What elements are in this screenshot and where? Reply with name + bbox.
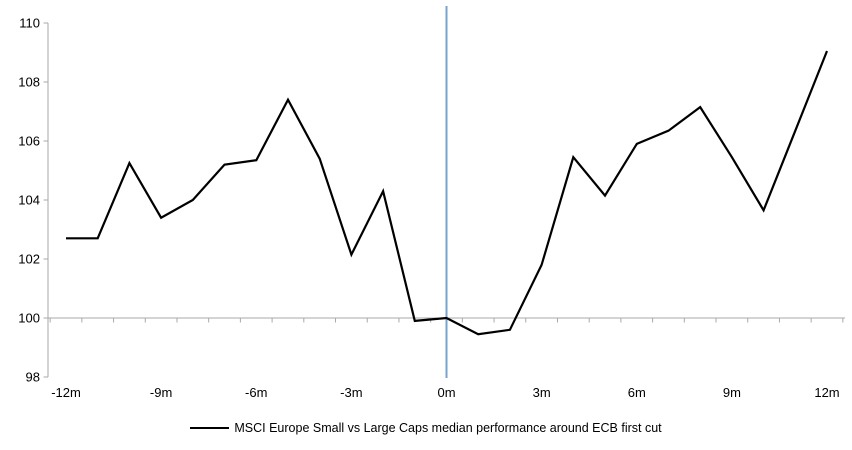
- legend: MSCI Europe Small vs Large Caps median p…: [0, 420, 852, 436]
- y-axis-tick-label: 110: [19, 16, 40, 31]
- y-axis-tick-label: 106: [18, 134, 40, 149]
- x-axis-tick-label: 6m: [628, 385, 646, 400]
- y-axis-tick-label: 98: [26, 370, 40, 385]
- x-axis-tick-label: 3m: [533, 385, 551, 400]
- x-axis-tick-label: -9m: [150, 385, 172, 400]
- x-axis-tick-label: -12m: [51, 385, 81, 400]
- x-axis-tick-label: -3m: [340, 385, 362, 400]
- x-axis-tick-label: 0m: [437, 385, 455, 400]
- legend-line-swatch: [190, 427, 230, 429]
- x-axis-tick-label: 12m: [814, 385, 839, 400]
- line-chart-svg: 98 100 102 104 106 108 110 -12m -9m -6m -3m 0m 3m 6m 9…: [18, 6, 845, 400]
- y-axis-tick-label: 100: [18, 311, 40, 326]
- series-line: [66, 50, 829, 336]
- y-axis-tick-label: 108: [18, 75, 40, 90]
- y-axis-tick-label: 104: [18, 193, 40, 208]
- x-axis-tick-label: 9m: [723, 385, 741, 400]
- legend-label: MSCI Europe Small vs Large Caps median p…: [234, 421, 662, 435]
- x-axis-tick-label: -6m: [245, 385, 267, 400]
- y-axis-tick-label: 102: [18, 252, 40, 267]
